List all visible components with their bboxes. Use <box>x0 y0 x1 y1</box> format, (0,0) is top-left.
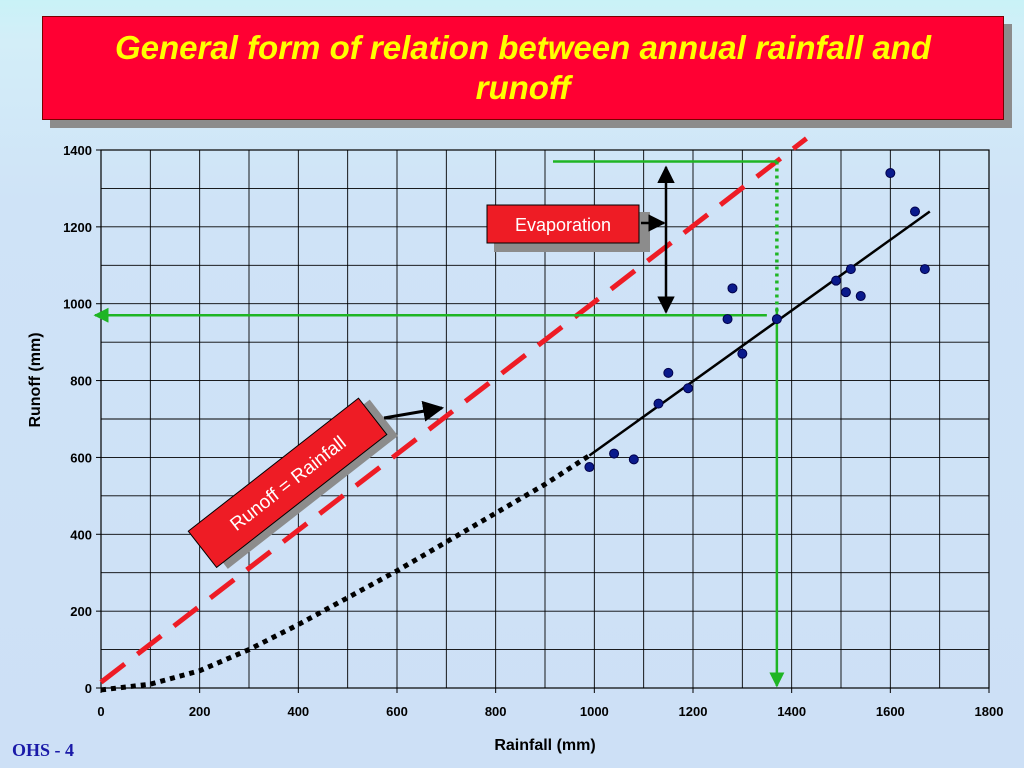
data-point <box>584 462 595 473</box>
x-tick-label: 800 <box>485 704 507 719</box>
x-tick-label: 1400 <box>777 704 806 719</box>
y-tick-label: 600 <box>70 450 92 465</box>
y-tick-label: 800 <box>70 374 92 389</box>
data-point <box>919 264 930 275</box>
x-tick-label: 200 <box>189 704 211 719</box>
data-point <box>845 264 856 275</box>
y-tick-label: 0 <box>85 681 92 696</box>
data-point <box>831 275 842 286</box>
runoff-equals-rainfall-line <box>99 136 808 685</box>
data-point <box>609 448 620 459</box>
data-point <box>840 287 851 298</box>
y-tick-label: 1200 <box>63 220 92 235</box>
data-point <box>737 348 748 359</box>
x-tick-label: 0 <box>97 704 104 719</box>
y-tick-label: 1000 <box>63 297 92 312</box>
x-axis-label: Rainfall (mm) <box>494 737 595 754</box>
y-tick-label: 400 <box>70 527 92 542</box>
fit-line <box>588 210 931 457</box>
y-tick-label: 1400 <box>63 143 92 158</box>
equality-label-group: Runoff = Rainfall <box>187 397 399 569</box>
data-point <box>855 291 866 302</box>
fit-curve-extrapolated <box>100 453 591 693</box>
slide-footer: OHS - 4 <box>12 740 75 760</box>
x-tick-label: 400 <box>287 704 309 719</box>
y-axis-label: Runoff (mm) <box>27 332 44 427</box>
data-point <box>885 168 896 179</box>
chart-series <box>93 136 931 693</box>
data-point <box>628 454 639 465</box>
evaporation-label-box <box>486 204 640 244</box>
equality-pointer-arrow <box>383 400 445 422</box>
y-axis-ticks: 0 200 400 600 800 1000 1200 1400 <box>63 143 101 696</box>
title-banner: General form of relation between annual … <box>42 16 1004 120</box>
equality-label-box <box>187 397 388 569</box>
x-tick-label: 1000 <box>580 704 609 719</box>
data-point <box>910 206 920 217</box>
data-point <box>722 314 733 325</box>
slide-title: General form of relation between annual … <box>115 29 931 106</box>
chart-annotations: Evaporation Runoff = Rainfall <box>187 204 666 569</box>
x-tick-label: 600 <box>386 704 408 719</box>
data-point <box>727 283 738 294</box>
y-tick-label: 200 <box>70 604 92 619</box>
x-tick-label: 1200 <box>679 704 708 719</box>
data-point <box>683 383 694 394</box>
data-point <box>663 367 674 378</box>
evaporation-label: Evaporation <box>515 215 611 235</box>
x-tick-label: 1600 <box>876 704 905 719</box>
data-point <box>653 398 664 409</box>
x-axis-ticks: 0 200 400 600 800 1000 1200 1400 1600 1800 <box>97 688 1003 719</box>
data-point <box>771 314 782 325</box>
x-tick-label: 1800 <box>975 704 1004 719</box>
